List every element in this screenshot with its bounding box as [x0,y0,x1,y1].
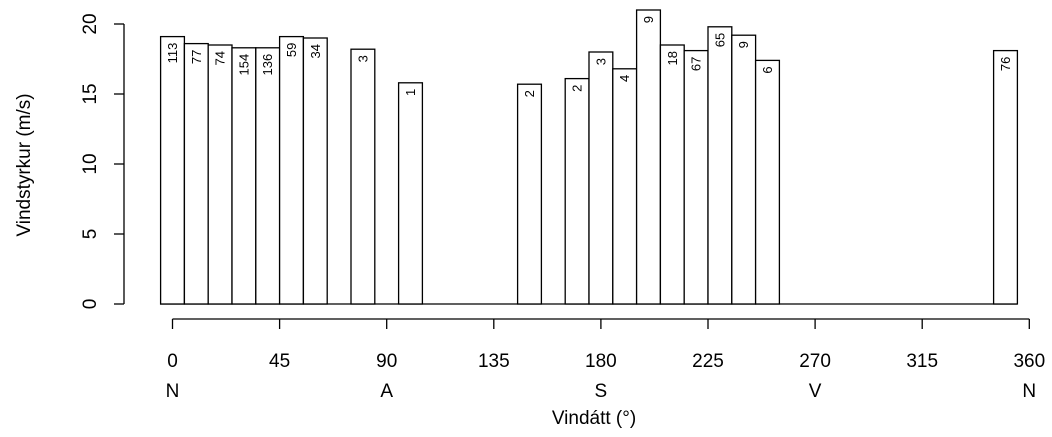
bar-count-label: 2 [522,90,537,97]
bar-count-label: 59 [284,43,299,57]
bar-count-label: 113 [165,43,180,64]
x-tick-label: 270 [799,351,831,372]
bar-count-label: 74 [213,51,228,65]
bar [207,44,233,305]
bar-count-label: 65 [712,33,727,47]
bars [159,9,1019,305]
x-direction-label: N [1022,381,1036,402]
bar [635,9,662,305]
y-tick-label: 0 [80,299,101,310]
bar [564,77,590,305]
bar [659,44,685,305]
bar [159,35,186,305]
bar [992,49,1019,305]
bar-count-label: 9 [641,16,656,23]
bar-count-label: 18 [665,51,680,65]
bar-count-label: 3 [355,55,370,62]
y-tick-label: 20 [80,13,101,34]
x-direction-label: N [166,381,180,402]
bar [588,51,614,305]
x-tick-label: 315 [906,351,938,372]
bar-count-label: 6 [760,66,775,73]
x-tick-label: 135 [478,351,510,372]
bar [612,68,638,305]
bar-count-label: 154 [236,54,251,76]
bar [255,47,281,305]
x-direction-label: S [595,381,608,402]
bar [707,26,733,305]
x-tick-label: 225 [692,351,724,372]
bar [278,35,305,305]
y-tick-label: 10 [80,153,101,174]
x-tick-label: 45 [269,351,290,372]
bar [731,34,757,305]
bar-count-label: 2 [570,85,585,92]
x-axis: 0 45 90 135 180 225 270 315 360 N A S V N [166,318,1045,402]
x-tick-label: 0 [167,351,178,372]
x-tick-label: 180 [585,351,617,372]
bar [350,48,376,305]
x-tick-label: 90 [376,351,397,372]
x-direction-label: V [809,381,822,402]
x-axis-title: Vindátt (°) [552,408,636,429]
y-tick-label: 15 [80,83,101,104]
bar-count-label: 67 [689,57,704,71]
x-tick-label: 360 [1013,351,1045,372]
y-axis-title: Vindstyrkur (m/s) [14,93,35,236]
bar-count-label: 34 [308,44,323,58]
bar-count-label: 4 [617,75,632,82]
bar [516,83,543,305]
y-axis: 0 5 10 15 20 [80,13,125,310]
bar [397,82,424,305]
bar [183,42,209,305]
bar [754,59,781,305]
bar-count-label: 1 [403,89,418,96]
bar-count-label: 9 [736,41,751,48]
y-tick-label: 5 [80,229,101,240]
bar [231,47,257,305]
bar-count-label: 136 [260,54,275,76]
bar [683,49,709,305]
bar-count-label: 77 [189,50,204,64]
bar-count-label: 3 [593,58,608,65]
bar [302,37,328,305]
x-direction-label: A [380,381,393,402]
bar-count-label: 76 [998,57,1013,71]
